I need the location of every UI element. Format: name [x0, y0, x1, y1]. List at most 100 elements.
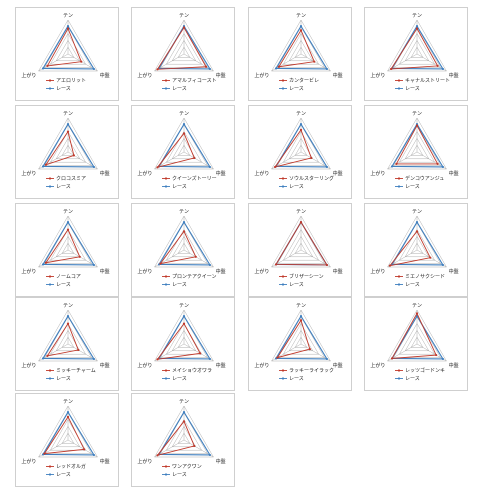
horse-data-point	[66, 415, 70, 418]
axis-label: 上がり	[254, 170, 269, 177]
grid-ring	[171, 40, 197, 61]
race-series-line	[42, 315, 95, 360]
grid-ring	[44, 316, 92, 358]
horse-data-point	[156, 68, 159, 71]
race-data-point	[325, 165, 329, 169]
legend-marker	[48, 473, 52, 476]
legend-marker	[48, 79, 52, 82]
grid-ring	[177, 242, 191, 254]
horse-data-point	[299, 319, 303, 322]
grid-ring	[160, 124, 208, 166]
race-data-point	[66, 25, 70, 28]
axis-label: 中盤	[216, 362, 226, 369]
legend-label: レッツゴードンキ	[405, 367, 445, 374]
horse-data-point	[204, 65, 208, 68]
grid-ring	[393, 316, 441, 358]
axis-label: 上がり	[21, 362, 36, 369]
grid-ring	[271, 215, 331, 268]
race-series-line	[275, 123, 328, 168]
horse-series-line	[390, 27, 439, 70]
axis-spoke	[67, 151, 98, 170]
legend-marker	[164, 377, 168, 380]
legend-label: ラッキーライラック	[289, 368, 334, 374]
grid-ring	[294, 144, 308, 156]
grid-ring	[393, 124, 441, 166]
grid-ring	[55, 40, 81, 61]
legend-label: レース	[172, 282, 187, 288]
legend-label: ワンアクワン	[172, 464, 202, 470]
grid-ring	[404, 330, 430, 351]
axis-label: 上がり	[137, 268, 152, 275]
radar-chart-panel: テン 中盤 上がり クロコスミア レース	[15, 105, 119, 199]
horse-data-point	[72, 154, 75, 157]
axis-spoke	[67, 53, 98, 72]
grid-ring	[61, 242, 75, 254]
legend-marker	[164, 177, 168, 180]
race-data-point	[441, 165, 445, 169]
axis-label: 中盤	[100, 268, 110, 275]
legend-label: レース	[172, 376, 187, 382]
grid-ring	[165, 33, 203, 65]
horse-series-line	[278, 29, 315, 68]
race-data-point	[66, 221, 70, 224]
race-data-point	[208, 453, 212, 457]
race-data-point	[182, 123, 186, 126]
horse-data-point	[182, 230, 186, 233]
race-data-point	[274, 67, 278, 70]
race-data-point	[415, 221, 419, 224]
legend-label: ミエノサクシード	[405, 274, 445, 280]
horse-series-line	[156, 420, 195, 457]
grid-ring	[387, 117, 447, 170]
radar-chart-panel: テン 中盤 上がり ノームコア レース	[15, 203, 119, 297]
horse-data-point	[436, 162, 439, 165]
grid-ring	[288, 236, 314, 257]
grid-ring	[44, 124, 92, 166]
horse-data-point	[66, 27, 70, 30]
grid-ring	[398, 131, 436, 163]
grid-ring	[410, 336, 424, 348]
race-data-point	[182, 221, 186, 224]
axis-label: 中盤	[449, 362, 459, 369]
grid-ring	[49, 323, 87, 355]
grid-ring	[177, 432, 191, 444]
grid-ring	[55, 330, 81, 351]
legend-marker	[164, 79, 168, 82]
grid-ring	[177, 336, 191, 348]
axis-label: テン	[179, 209, 189, 215]
horse-data-point	[80, 60, 83, 63]
grid-ring	[393, 222, 441, 264]
grid-ring	[61, 144, 75, 156]
axis-label: 中盤	[216, 170, 226, 177]
horse-series-line	[388, 230, 431, 267]
legend-label: レース	[56, 86, 71, 92]
legend-marker	[281, 185, 285, 188]
grid-ring	[404, 138, 430, 159]
horse-data-point	[156, 166, 159, 169]
horse-data-point	[44, 261, 48, 264]
horse-data-point	[46, 64, 49, 67]
legend-marker	[397, 377, 401, 380]
radar-chart-panel: テン 中盤 上がり アエロリット レース	[15, 7, 119, 101]
axis-label: 中盤	[100, 72, 110, 79]
grid-ring	[177, 46, 191, 58]
race-data-point	[208, 67, 212, 71]
axis-label: テン	[63, 111, 73, 117]
axis-label: テン	[296, 303, 306, 309]
legend-label: クイーンズトーリー	[172, 175, 217, 182]
race-data-point	[325, 67, 329, 71]
grid-ring	[282, 229, 320, 261]
horse-data-point	[299, 29, 303, 32]
legend-marker	[164, 473, 168, 476]
race-data-point	[415, 25, 419, 28]
axis-label: 上がり	[137, 362, 152, 369]
horse-series-line	[156, 132, 195, 169]
race-data-point	[441, 357, 445, 361]
legend-label: クロコスミア	[56, 176, 86, 182]
legend-label: ノームコア	[56, 274, 81, 280]
axis-label: テン	[63, 303, 73, 309]
legend-marker	[48, 465, 52, 468]
